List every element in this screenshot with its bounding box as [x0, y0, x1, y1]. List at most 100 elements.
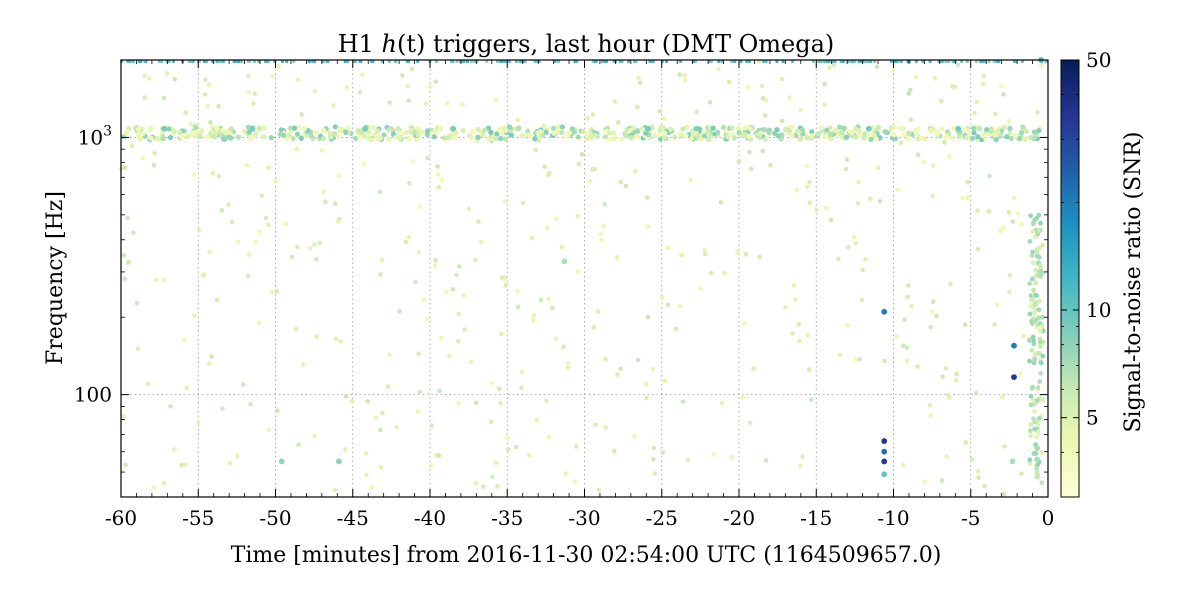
trigger-point — [980, 133, 986, 139]
trigger-point — [1037, 379, 1043, 384]
x-tick-label: -20 — [723, 506, 755, 530]
trigger-point — [1038, 220, 1043, 226]
trigger-point — [312, 59, 317, 64]
trigger-point — [122, 165, 128, 170]
trigger-point — [550, 305, 555, 311]
trigger-point — [1018, 130, 1025, 136]
trigger-point — [1002, 444, 1007, 449]
trigger-point — [441, 135, 447, 141]
trigger-point — [556, 59, 561, 64]
trigger-point — [398, 130, 404, 136]
trigger-point — [948, 281, 953, 287]
trigger-point — [475, 126, 481, 132]
trigger-point — [715, 129, 721, 135]
trigger-point — [762, 136, 768, 143]
trigger-point — [220, 127, 226, 133]
trigger-point — [518, 59, 522, 64]
trigger-point — [796, 322, 802, 327]
trigger-point — [241, 128, 247, 134]
trigger-point — [837, 352, 843, 358]
trigger-point — [627, 127, 634, 133]
trigger-point — [436, 184, 442, 190]
trigger-point — [921, 59, 925, 64]
trigger-point — [437, 125, 443, 132]
trigger-point — [620, 59, 624, 64]
trigger-point — [708, 270, 714, 276]
trigger-point — [934, 313, 939, 319]
trigger-point — [462, 327, 467, 332]
trigger-point — [319, 148, 325, 153]
trigger-point — [839, 129, 845, 135]
trigger-point — [733, 59, 737, 64]
trigger-point — [476, 219, 481, 224]
trigger-point — [701, 133, 708, 139]
trigger-point — [481, 127, 488, 133]
trigger-point — [460, 127, 466, 134]
trigger-point — [235, 239, 241, 244]
trigger-point — [1027, 457, 1033, 463]
trigger-point — [930, 299, 936, 305]
trigger-point — [148, 135, 154, 141]
trigger-point — [822, 102, 827, 108]
trigger-point — [184, 385, 190, 391]
trigger-point — [273, 178, 278, 184]
trigger-point — [503, 283, 509, 288]
trigger-point — [377, 135, 384, 141]
trigger-point — [1011, 342, 1017, 349]
trigger-point — [423, 101, 429, 106]
trigger-point — [809, 133, 815, 139]
trigger-point — [833, 59, 837, 64]
trigger-point — [678, 59, 683, 64]
trigger-point — [239, 59, 243, 64]
trigger-point — [323, 199, 328, 205]
trigger-point — [915, 152, 921, 157]
trigger-point — [947, 59, 951, 64]
trigger-point — [1038, 360, 1044, 366]
trigger-point — [1027, 281, 1033, 287]
trigger-point — [963, 440, 969, 445]
trigger-point — [1035, 260, 1041, 265]
trigger-point — [659, 295, 665, 300]
trigger-point — [1036, 254, 1042, 260]
trigger-point — [183, 110, 188, 115]
trigger-point — [1036, 128, 1042, 134]
trigger-point — [944, 454, 949, 459]
trigger-point — [325, 59, 330, 64]
trigger-point — [1004, 134, 1010, 140]
trigger-point — [214, 297, 220, 303]
trigger-point — [450, 287, 456, 292]
trigger-point — [192, 313, 197, 319]
trigger-point — [859, 297, 865, 303]
trigger-point — [531, 313, 537, 318]
trigger-point — [719, 400, 725, 406]
trigger-point — [444, 100, 450, 106]
trigger-point — [332, 124, 338, 130]
trigger-point — [380, 410, 385, 416]
x-tick-label: -30 — [568, 506, 600, 530]
trigger-point — [377, 427, 383, 433]
trigger-point — [419, 129, 425, 135]
trigger-point — [975, 246, 981, 252]
trigger-point — [836, 256, 841, 262]
trigger-point — [454, 272, 459, 278]
trigger-point — [618, 179, 624, 185]
trigger-point — [542, 164, 547, 169]
trigger-point — [182, 337, 187, 343]
x-tick-label: -40 — [414, 506, 446, 530]
trigger-point — [466, 206, 472, 212]
trigger-point — [760, 95, 766, 101]
trigger-point — [779, 118, 785, 124]
trigger-point — [126, 125, 132, 132]
trigger-point — [456, 311, 462, 317]
trigger-point — [1034, 398, 1040, 404]
trigger-point — [289, 254, 295, 260]
trigger-point — [535, 130, 541, 136]
trigger-point — [556, 124, 562, 130]
trigger-point — [546, 171, 552, 176]
trigger-point — [743, 124, 749, 130]
trigger-point — [665, 302, 671, 308]
trigger-point — [515, 289, 520, 294]
trigger-point — [352, 135, 359, 142]
trigger-point — [974, 99, 980, 105]
trigger-point — [819, 59, 823, 64]
